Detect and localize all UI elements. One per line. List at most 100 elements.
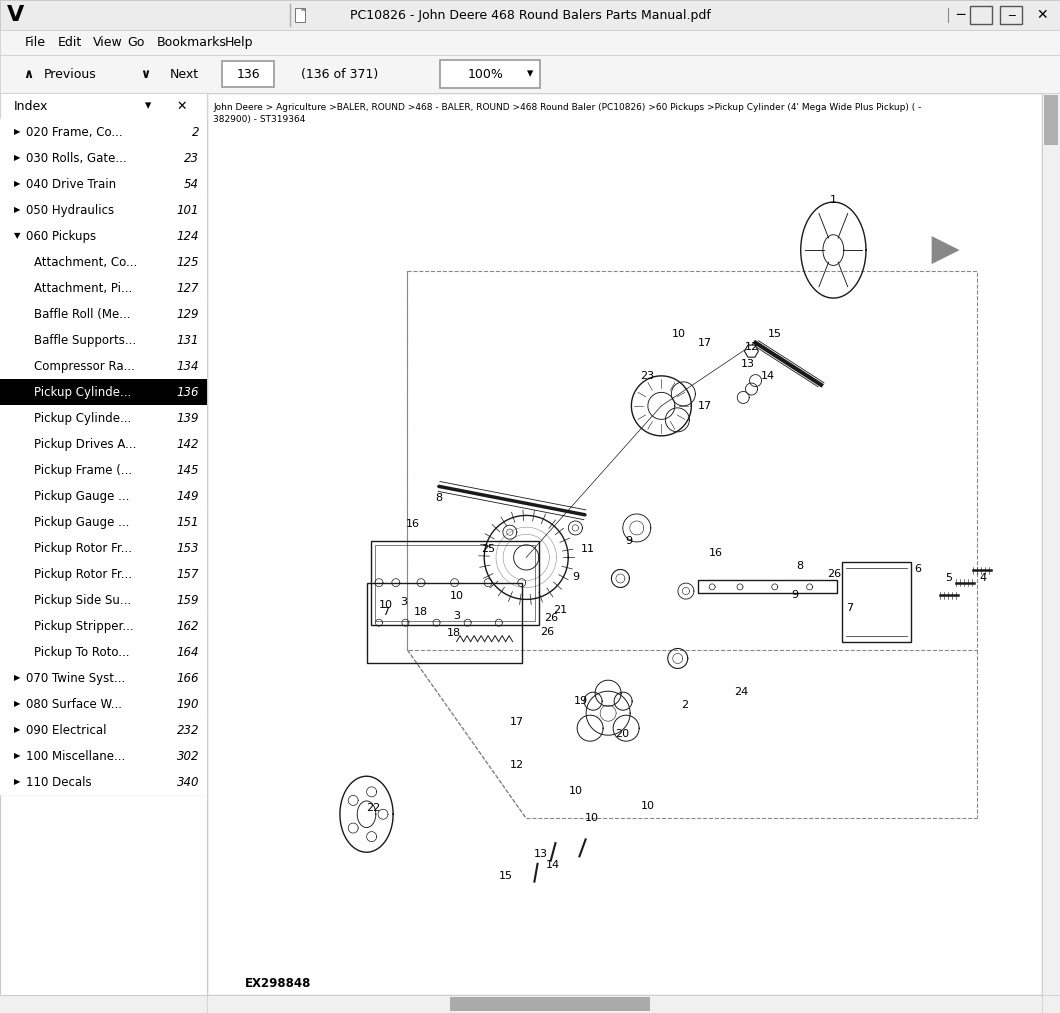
Text: 23: 23 [640, 372, 654, 381]
Polygon shape [744, 345, 759, 358]
Text: 54: 54 [184, 177, 199, 190]
Text: Edit: Edit [58, 36, 83, 49]
Text: View: View [93, 36, 123, 49]
Text: 101: 101 [177, 204, 199, 217]
Text: 129: 129 [177, 308, 199, 320]
Text: ▼: ▼ [14, 232, 20, 240]
Text: 23: 23 [184, 152, 199, 164]
Text: Attachment, Co...: Attachment, Co... [34, 255, 137, 268]
Text: 14: 14 [761, 372, 775, 381]
Text: 136: 136 [177, 386, 199, 398]
Text: ▶: ▶ [14, 154, 20, 162]
Bar [0, 379, 207, 405]
Text: 100 Miscellane...: 100 Miscellane... [26, 750, 125, 763]
Text: 131: 131 [177, 333, 199, 346]
Bar [1000, 6, 1022, 24]
Text: 050 Hydraulics: 050 Hydraulics [26, 204, 114, 217]
Text: 2: 2 [682, 700, 689, 710]
Text: ▶: ▶ [14, 179, 20, 188]
Text: 8: 8 [435, 493, 442, 503]
Text: 232: 232 [177, 723, 199, 736]
Text: File: File [25, 36, 46, 49]
Text: Baffle Roll (Me...: Baffle Roll (Me... [34, 308, 130, 320]
Text: 16: 16 [709, 548, 723, 558]
Text: 17: 17 [697, 337, 712, 347]
Text: 127: 127 [177, 282, 199, 295]
Text: Next: Next [170, 68, 198, 80]
FancyArrowPatch shape [439, 486, 585, 515]
Text: ▶: ▶ [14, 128, 20, 137]
Text: 10: 10 [568, 786, 582, 796]
Text: 139: 139 [177, 411, 199, 424]
Text: Pickup Gauge ...: Pickup Gauge ... [34, 516, 129, 529]
Text: 17: 17 [509, 716, 524, 726]
Text: 9: 9 [571, 571, 579, 581]
Text: 20: 20 [615, 729, 629, 739]
Text: Pickup Cylinde...: Pickup Cylinde... [34, 386, 131, 398]
Text: Index: Index [14, 99, 49, 112]
Text: ∧: ∧ [23, 68, 33, 80]
Text: (136 of 371): (136 of 371) [301, 68, 378, 80]
Bar [0, 509, 207, 535]
Bar [0, 405, 207, 431]
Text: Pickup Gauge ...: Pickup Gauge ... [34, 489, 129, 502]
Text: 3: 3 [453, 612, 460, 621]
Text: 302: 302 [177, 750, 199, 763]
Text: 070 Twine Syst...: 070 Twine Syst... [26, 672, 125, 685]
Text: 21: 21 [553, 606, 568, 616]
Text: Pickup Rotor Fr...: Pickup Rotor Fr... [34, 567, 132, 580]
Text: Bookmarks: Bookmarks [157, 36, 227, 49]
Bar [0, 275, 207, 301]
Text: ∨: ∨ [140, 68, 151, 80]
Text: 142: 142 [177, 438, 199, 451]
Text: 24: 24 [735, 687, 748, 697]
Bar [0, 665, 207, 691]
Bar [842, 561, 912, 641]
Bar [0, 769, 207, 795]
Text: Go: Go [127, 36, 144, 49]
FancyArrowPatch shape [438, 491, 584, 520]
Text: 164: 164 [177, 645, 199, 658]
Text: 6: 6 [914, 564, 921, 574]
Bar [0, 145, 207, 171]
Bar [1042, 93, 1060, 995]
Text: EX298848: EX298848 [245, 977, 312, 990]
Text: 5: 5 [946, 573, 952, 583]
Text: 12: 12 [744, 342, 759, 352]
Bar [0, 171, 207, 197]
Text: 9: 9 [625, 536, 632, 546]
Text: 134: 134 [177, 360, 199, 373]
Text: ▾: ▾ [145, 99, 152, 112]
Text: 10: 10 [672, 329, 686, 339]
Text: 110 Decals: 110 Decals [26, 776, 91, 788]
Text: 151: 151 [177, 516, 199, 529]
Bar [0, 691, 207, 717]
Bar [0, 431, 207, 457]
Text: 19: 19 [575, 696, 588, 706]
Text: ✕: ✕ [1037, 8, 1048, 22]
Text: 26: 26 [544, 613, 558, 623]
Text: 030 Rolls, Gate...: 030 Rolls, Gate... [26, 152, 126, 164]
Polygon shape [932, 236, 959, 264]
Text: 13: 13 [534, 849, 548, 859]
Bar [0, 0, 1060, 30]
Text: 22: 22 [366, 803, 381, 813]
Text: 1: 1 [830, 194, 836, 205]
Bar [0, 353, 207, 379]
Text: Pickup To Roto...: Pickup To Roto... [34, 645, 129, 658]
Bar [295, 8, 305, 22]
Text: 162: 162 [177, 620, 199, 632]
Text: Baffle Supports...: Baffle Supports... [34, 333, 136, 346]
Text: 10: 10 [449, 592, 463, 601]
Text: 15: 15 [767, 329, 781, 339]
Polygon shape [302, 8, 305, 11]
Text: 11: 11 [581, 544, 595, 554]
Bar [0, 197, 207, 223]
Text: Pickup Frame (...: Pickup Frame (... [34, 464, 132, 476]
Bar [1044, 95, 1058, 145]
Text: 13: 13 [740, 359, 755, 369]
Text: Pickup Stripper...: Pickup Stripper... [34, 620, 134, 632]
Text: 7: 7 [382, 607, 389, 617]
Text: 040 Drive Train: 040 Drive Train [26, 177, 117, 190]
Bar [0, 223, 207, 249]
